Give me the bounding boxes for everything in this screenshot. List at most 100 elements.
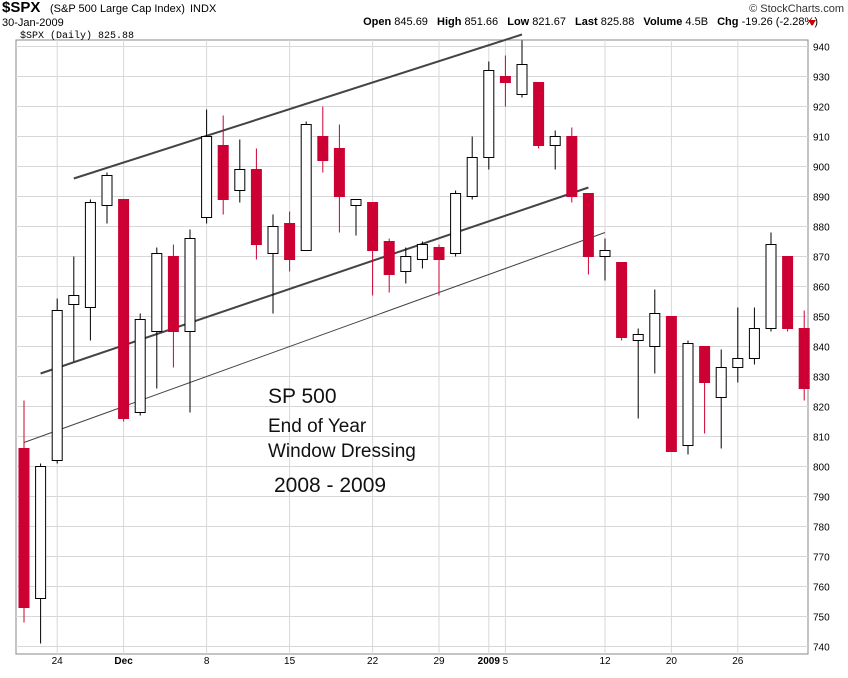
- candle-body: [400, 256, 412, 272]
- y-tick-label: 840: [813, 343, 830, 354]
- candle-body: [350, 199, 362, 206]
- candle-body: [201, 136, 213, 218]
- quote-stats: Open 845.69 High 851.66 Low 821.67 Last …: [363, 16, 818, 28]
- y-tick-label: 810: [813, 433, 830, 444]
- candle-body: [151, 253, 163, 332]
- candle-body: [134, 319, 146, 413]
- candle-body: [483, 70, 495, 158]
- candle-body: [300, 124, 312, 251]
- chg-value: -19.26 (-2.28%): [741, 16, 818, 28]
- candle-body: [250, 169, 262, 245]
- candle-body: [566, 136, 578, 197]
- candle-body: [782, 256, 794, 329]
- open-label: Open: [363, 16, 392, 28]
- candle-body: [798, 328, 810, 389]
- candle-body: [748, 328, 760, 359]
- x-tick-label: 22: [367, 656, 379, 667]
- x-tick-label: 5: [503, 656, 509, 667]
- x-tick-label: 29: [433, 656, 445, 667]
- brand-link[interactable]: © StockCharts.com: [749, 3, 844, 15]
- volume-value: 4.5B: [685, 16, 709, 28]
- candle-body: [383, 241, 395, 275]
- candle-body: [682, 343, 694, 446]
- candle-body: [699, 346, 711, 383]
- candle-body: [35, 466, 47, 599]
- y-tick-label: 760: [813, 583, 830, 594]
- x-axis: 24 Dec 8 15 22 29 2009 5 12 20 26: [52, 656, 744, 667]
- y-tick-label: 930: [813, 73, 830, 84]
- candle-body: [732, 358, 744, 368]
- y-tick-label: 890: [813, 193, 830, 204]
- symbol: $SPX: [2, 0, 41, 16]
- x-tick-label: 26: [732, 656, 744, 667]
- candle-body: [599, 250, 611, 257]
- candle-body: [84, 202, 96, 308]
- x-tick-label: 8: [204, 656, 210, 667]
- y-tick-label: 780: [813, 523, 830, 534]
- candle-body: [433, 247, 445, 260]
- trendline: [40, 186, 589, 375]
- x-tick-label: 24: [52, 656, 64, 667]
- y-tick-label: 920: [813, 103, 830, 114]
- candle-body: [665, 316, 677, 452]
- candle-body: [533, 82, 545, 146]
- volume-label: Volume: [643, 16, 683, 28]
- x-tick-label: 15: [284, 656, 296, 667]
- y-tick-label: 940: [813, 43, 830, 54]
- candle-body: [217, 145, 229, 200]
- high-value: 851.66: [464, 16, 499, 28]
- exchange: INDX: [190, 3, 217, 15]
- legend-label: $SPX (Daily) 825.88: [20, 30, 134, 42]
- candle-body: [416, 244, 428, 260]
- chg-label: Chg: [717, 16, 739, 28]
- candle-body: [499, 76, 511, 83]
- candle-body: [333, 148, 345, 197]
- candle-body: [516, 64, 528, 95]
- candle-body: [450, 193, 462, 254]
- grid: [16, 40, 808, 654]
- y-tick-label: 740: [813, 643, 830, 654]
- y-tick-label: 900: [813, 163, 830, 174]
- candle-body: [367, 202, 379, 251]
- candles: [18, 40, 810, 644]
- y-tick-label: 800: [813, 463, 830, 474]
- candle-body: [649, 313, 661, 347]
- annotation-line-3: Window Dressing: [268, 441, 416, 462]
- annotation-line-1: SP 500: [268, 385, 337, 408]
- chart-date: 30-Jan-2009: [2, 17, 64, 29]
- open-value: 845.69: [394, 16, 428, 28]
- candle-body: [715, 367, 727, 398]
- candle-body: [582, 193, 594, 257]
- x-tick-label: 20: [666, 656, 678, 667]
- candle-body: [616, 262, 628, 338]
- annotation-line-4: 2008 - 2009: [274, 474, 386, 497]
- candle-body: [549, 136, 561, 146]
- candle-body: [234, 169, 246, 191]
- candle-body: [68, 295, 80, 305]
- y-tick-label: 860: [813, 283, 830, 294]
- last-value: 825.88: [600, 16, 635, 28]
- annotation-line-2: End of Year: [268, 416, 367, 437]
- y-tick-label: 830: [813, 373, 830, 384]
- candle-body: [765, 244, 777, 329]
- candle-body: [267, 226, 279, 254]
- candle-body: [118, 199, 130, 419]
- candle-body: [18, 448, 30, 608]
- high-label: High: [437, 16, 462, 28]
- candle-body: [184, 238, 196, 332]
- last-label: Last: [575, 16, 598, 28]
- low-label: Low: [507, 16, 530, 28]
- candle-body: [101, 175, 113, 206]
- x-tick-label: 12: [599, 656, 611, 667]
- candle-body: [466, 157, 478, 197]
- trendline: [73, 33, 523, 180]
- low-value: 821.67: [532, 16, 566, 28]
- y-tick-label: 850: [813, 313, 830, 324]
- y-tick-label: 880: [813, 223, 830, 234]
- y-tick-label: 870: [813, 253, 830, 264]
- candle-body: [284, 223, 296, 260]
- candle-body: [51, 310, 63, 461]
- y-tick-label: 910: [813, 133, 830, 144]
- candle-body: [632, 334, 644, 341]
